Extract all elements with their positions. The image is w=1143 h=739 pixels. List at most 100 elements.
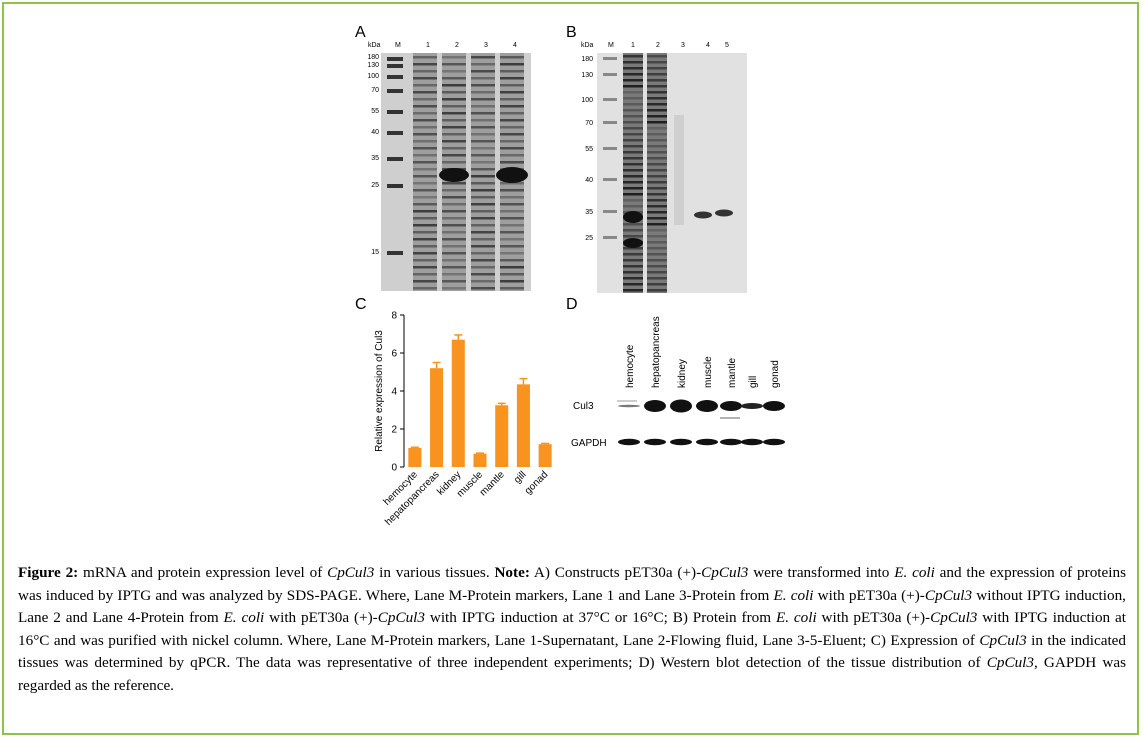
protein-band — [647, 109, 667, 112]
protein-band — [623, 259, 643, 262]
caption-species-name: E. coli — [773, 586, 814, 604]
marker-band — [387, 89, 403, 93]
protein-band — [413, 287, 437, 290]
protein-band — [623, 151, 643, 154]
protein-band — [500, 126, 524, 129]
caption-text: , GAPDH was regarded as the reference. — [18, 654, 1126, 694]
protein-band — [413, 147, 437, 150]
panel-b-mw-label: 35 — [585, 209, 593, 216]
caption-species-name: E. coli — [775, 609, 817, 626]
bar-gill — [516, 384, 530, 467]
protein-band — [623, 253, 643, 256]
marker-band — [603, 147, 617, 150]
protein-band — [500, 231, 524, 234]
protein-band — [471, 224, 495, 227]
panel-a-lane-label: 3 — [484, 42, 488, 49]
protein-band — [413, 140, 437, 143]
protein-band — [623, 85, 643, 88]
protein-band — [623, 265, 643, 268]
cul3-band — [696, 400, 718, 412]
protein-band — [413, 133, 437, 136]
protein-band — [471, 161, 495, 164]
protein-band — [471, 259, 495, 262]
caption-text: with pET30a (+)- — [813, 586, 925, 604]
protein-band — [413, 252, 437, 255]
marker-band — [387, 251, 403, 255]
caption-gene-name: CpCul3 — [327, 564, 375, 581]
protein-band — [471, 182, 495, 185]
protein-band — [471, 133, 495, 136]
protein-band — [623, 97, 643, 100]
panel-b-lane-label: 2 — [656, 42, 660, 49]
bar-kidney — [451, 339, 465, 467]
protein-band — [623, 187, 643, 190]
y-tick-label: 4 — [391, 387, 397, 398]
protein-band — [442, 84, 466, 87]
protein-band — [442, 182, 466, 185]
protein-band — [442, 203, 466, 206]
protein-band — [413, 161, 437, 164]
row-label-cul3: Cul3 — [573, 401, 594, 412]
caption-text: in various tissues. — [374, 564, 495, 581]
panel-b-kda-label: kDa — [581, 42, 594, 49]
panel-b-mw-label: 70 — [585, 120, 593, 127]
y-tick-label: 0 — [391, 463, 397, 474]
caption-text: with pET30a (+)- — [264, 609, 378, 626]
protein-band — [623, 157, 643, 160]
protein-band — [647, 103, 667, 106]
protein-band — [442, 245, 466, 248]
protein-band — [623, 115, 643, 118]
protein-band — [500, 91, 524, 94]
panel-b-lane-label: 3 — [681, 42, 685, 49]
protein-band — [623, 127, 643, 130]
protein-band — [471, 119, 495, 122]
protein-band — [471, 273, 495, 276]
tissue-label: gonad — [770, 360, 781, 388]
protein-band — [623, 55, 643, 58]
protein-band — [623, 139, 643, 142]
panel-b-mw-label: 180 — [581, 56, 593, 63]
caption-gene-name: CpCul3 — [979, 631, 1027, 649]
protein-band — [413, 91, 437, 94]
panel-b-marker-label: M — [608, 42, 614, 49]
protein-band — [647, 55, 667, 58]
marker-band — [387, 184, 403, 188]
protein-band — [471, 210, 495, 213]
panel-a-mw-label: 15 — [371, 249, 379, 256]
caption-text: mRNA and protein expression level of — [78, 564, 328, 581]
row-label-gapdh: GAPDH — [571, 438, 607, 449]
protein-band — [647, 277, 667, 280]
marker-band — [387, 157, 403, 161]
protein-band — [623, 67, 643, 70]
protein-band — [647, 205, 667, 208]
protein-band — [413, 119, 437, 122]
protein-band — [413, 112, 437, 115]
protein-band — [413, 98, 437, 101]
protein-band — [500, 287, 524, 290]
protein-band — [647, 187, 667, 190]
protein-band — [471, 287, 495, 290]
protein-band — [623, 163, 643, 166]
protein-band — [500, 112, 524, 115]
panel-a-marker-label: M — [395, 42, 401, 49]
protein-band — [623, 103, 643, 106]
gapdh-band — [670, 438, 692, 446]
caption-text: in the indicated tissues was determined … — [18, 631, 1127, 672]
protein-band — [471, 217, 495, 220]
protein-band — [500, 98, 524, 101]
protein-band — [413, 196, 437, 199]
protein-band — [500, 77, 524, 80]
caption-gene-name: CpCul3 — [986, 654, 1034, 671]
gapdh-band — [763, 438, 785, 446]
protein-band — [471, 70, 495, 73]
panel-a-kda-label: kDa — [368, 42, 381, 49]
protein-band — [413, 126, 437, 129]
protein-band — [647, 91, 667, 94]
protein-band — [500, 252, 524, 255]
protein-band — [500, 273, 524, 276]
protein-band — [647, 97, 667, 100]
tissue-label: mantle — [727, 358, 738, 388]
protein-band — [647, 289, 667, 292]
protein-band — [647, 181, 667, 184]
protein-band — [442, 210, 466, 213]
